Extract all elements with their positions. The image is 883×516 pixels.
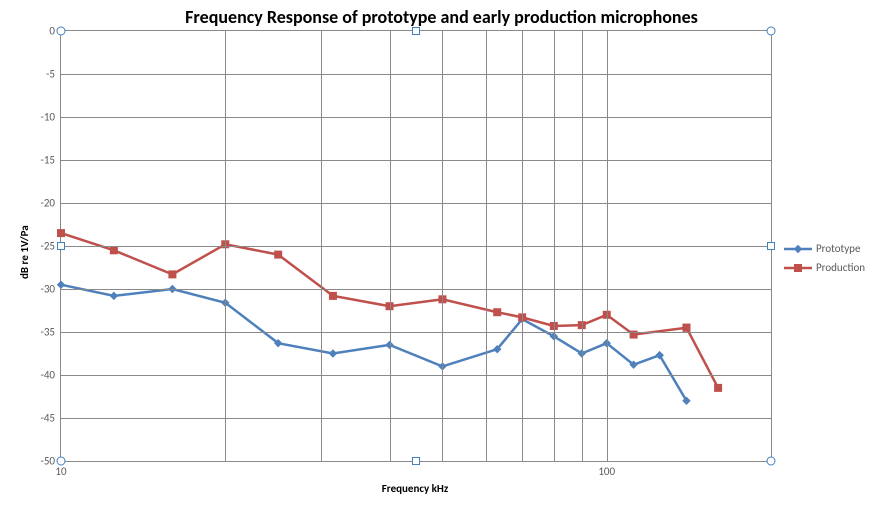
y-tick-label: -25 — [40, 240, 55, 253]
gridline-vertical — [442, 31, 443, 461]
series-line — [686, 328, 718, 388]
gridline-vertical — [390, 31, 391, 461]
series-marker — [715, 384, 722, 391]
series-marker — [494, 309, 501, 316]
selection-handle[interactable] — [412, 27, 420, 35]
gridline-horizontal — [61, 117, 771, 118]
selection-handle[interactable] — [767, 457, 776, 466]
selection-handle[interactable] — [57, 457, 66, 466]
y-tick-label: -15 — [40, 154, 55, 167]
selection-handle[interactable] — [57, 27, 66, 36]
legend-swatch — [784, 244, 812, 254]
x-axis-label: Frequency kHz — [60, 482, 770, 495]
series-marker — [58, 281, 65, 288]
plot-area: 0-5-10-15-20-25-30-35-40-45-5010100 — [60, 30, 772, 462]
legend-swatch — [784, 263, 812, 273]
series-marker — [169, 271, 176, 278]
gridline-horizontal — [61, 203, 771, 204]
y-tick-label: -30 — [40, 283, 55, 296]
series-marker — [58, 230, 65, 237]
y-axis-label: dB re 1V/Pa — [18, 225, 31, 279]
legend-label: Production — [816, 261, 865, 274]
series-marker — [329, 292, 336, 299]
series-marker — [275, 251, 282, 258]
chart-title: Frequency Response of prototype and earl… — [0, 6, 883, 28]
x-tick-label: 10 — [55, 465, 66, 478]
y-tick-label: -45 — [40, 412, 55, 425]
legend: Prototype Production — [784, 242, 865, 280]
legend-item: Production — [784, 261, 865, 274]
y-tick-label: -10 — [40, 111, 55, 124]
gridline-vertical — [554, 31, 555, 461]
legend-item: Prototype — [784, 242, 865, 255]
y-tick-label: -20 — [40, 197, 55, 210]
gridline-horizontal — [61, 418, 771, 419]
gridline-vertical — [607, 31, 608, 461]
selection-handle[interactable] — [57, 242, 65, 250]
gridline-horizontal — [61, 246, 771, 247]
series-marker — [110, 247, 117, 254]
gridline-horizontal — [61, 160, 771, 161]
gridline-horizontal — [61, 74, 771, 75]
gridline-vertical — [522, 31, 523, 461]
y-tick-label: -40 — [40, 369, 55, 382]
y-tick-label: 0 — [49, 25, 55, 38]
y-tick-label: -5 — [46, 68, 55, 81]
gridline-horizontal — [61, 289, 771, 290]
y-tick-label: -50 — [40, 455, 55, 468]
series-line — [660, 355, 687, 401]
chart-container: { "chart": { "type": "line", "title": "F… — [0, 0, 883, 516]
selection-handle[interactable] — [767, 27, 776, 36]
series-marker — [110, 292, 117, 299]
gridline-vertical — [321, 31, 322, 461]
selection-handle[interactable] — [412, 457, 420, 465]
gridline-vertical — [582, 31, 583, 461]
gridline-horizontal — [61, 332, 771, 333]
series-marker — [683, 324, 690, 331]
x-tick-label: 100 — [598, 465, 615, 478]
gridline-horizontal — [61, 375, 771, 376]
gridline-vertical — [225, 31, 226, 461]
gridline-vertical — [486, 31, 487, 461]
legend-label: Prototype — [816, 242, 860, 255]
series-marker — [329, 350, 336, 357]
y-tick-label: -35 — [40, 326, 55, 339]
selection-handle[interactable] — [767, 242, 775, 250]
series-line — [61, 233, 686, 334]
